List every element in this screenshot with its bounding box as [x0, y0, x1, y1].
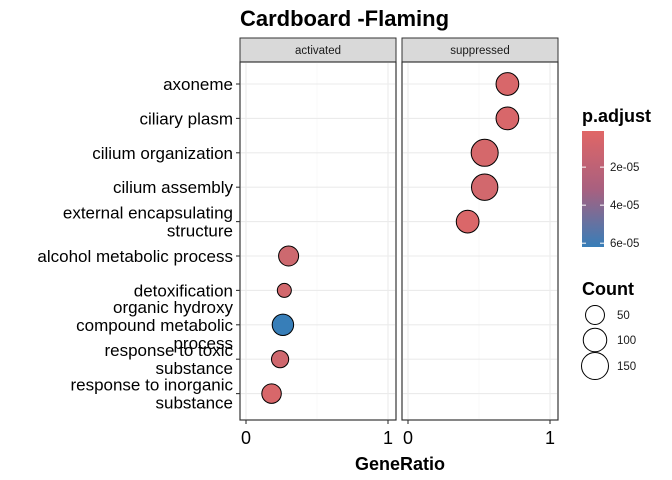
data-point [455, 209, 480, 234]
p-adjust-legend: p.adjust 2e-05 4e-05 6e-05 [582, 106, 651, 250]
panel-background [401, 61, 559, 421]
panel-border [401, 61, 559, 421]
facet-label: suppressed [450, 45, 509, 57]
data-point [470, 138, 499, 167]
size-legend-key [581, 352, 609, 380]
chart-title: Cardboard -Flaming [240, 6, 449, 31]
panel-background [239, 61, 397, 421]
color-bar [582, 131, 604, 247]
x-tick-label: 0 [403, 428, 413, 448]
y-tick-label: cilium assembly [113, 178, 233, 197]
x-tick-label: 0 [241, 428, 251, 448]
y-tick-label: external encapsulating structure [63, 204, 233, 241]
facet-panel-activated: activated [239, 37, 397, 421]
size-legend-label: 150 [617, 361, 636, 373]
y-tick-label: axoneme [163, 75, 233, 94]
y-tick-label: cilium organization [92, 144, 233, 163]
data-point [270, 350, 290, 369]
facet-panel-suppressed: suppressed [401, 37, 559, 421]
y-tick-label: detoxification [134, 281, 233, 300]
color-bar-label: 2e-05 [610, 162, 639, 174]
legend-title: p.adjust [582, 106, 651, 126]
x-axis-title: GeneRatio [355, 454, 445, 474]
color-bar-label: 6e-05 [610, 238, 639, 250]
facet-strip [239, 37, 397, 63]
data-point [278, 245, 300, 267]
size-legend-key [585, 305, 605, 325]
y-tick-label: alcohol metabolic process [37, 247, 233, 266]
x-tick-label: 1 [383, 428, 393, 448]
color-bar-label: 4e-05 [610, 200, 639, 212]
y-tick-label: ciliary plasm [139, 109, 233, 128]
count-legend: Count 50 100 150 [581, 279, 636, 380]
panel-border [239, 61, 397, 421]
data-point [261, 383, 282, 404]
facet-panels: activated suppressed [239, 37, 559, 421]
data-points [261, 72, 520, 404]
size-legend-key [582, 327, 608, 353]
data-point [495, 72, 520, 96]
size-legend-label: 100 [617, 335, 636, 347]
legend-title: Count [582, 279, 634, 299]
y-tick-label: response to toxic substance [104, 341, 233, 378]
data-point [276, 282, 292, 298]
y-tick-label: organic hydroxy compound metabolic process [76, 298, 233, 353]
data-point [271, 313, 295, 337]
data-point [495, 106, 520, 131]
data-point [471, 173, 499, 201]
y-axis-labels: axoneme ciliary plasm cilium organization c… [37, 75, 240, 413]
x-tick-label: 1 [545, 428, 555, 448]
facet-label: activated [295, 45, 341, 57]
y-tick-label: response to inorganic substance [70, 376, 233, 413]
size-legend-label: 50 [617, 310, 630, 322]
